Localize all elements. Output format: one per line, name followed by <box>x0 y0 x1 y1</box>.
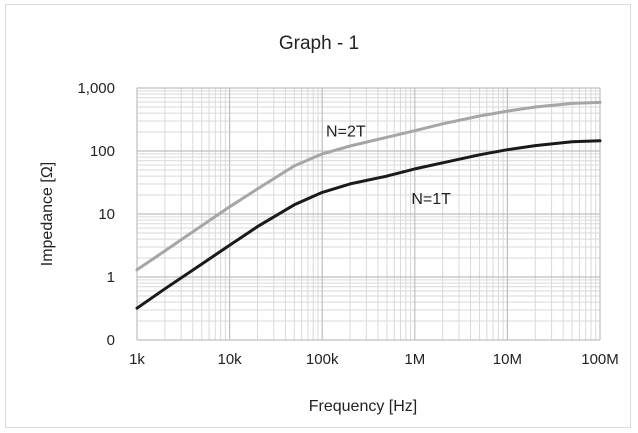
x-tick-labels: 1k 10k 100k 1M 10M 100M <box>129 351 619 368</box>
y-tick-label: 0 <box>107 332 115 349</box>
y-tick-label: 100 <box>90 143 115 160</box>
chart-title: Graph - 1 <box>279 33 359 54</box>
x-tick-label: 100k <box>306 351 339 368</box>
series-annotation: N=2T <box>326 124 366 141</box>
x-tick-label: 100M <box>581 351 619 368</box>
major-gridlines <box>136 87 601 341</box>
y-tick-label: 1,000 <box>77 80 115 97</box>
x-axis-label: Frequency [Hz] <box>309 398 417 415</box>
y-tick-labels: 0 1 10 100 1,000 <box>77 80 115 349</box>
y-axis-label: Impedance [Ω] <box>39 162 56 266</box>
x-tick-label: 10M <box>493 351 522 368</box>
x-tick-label: 10k <box>218 351 243 368</box>
x-tick-label: 1M <box>404 351 425 368</box>
x-tick-label: 1k <box>129 351 145 368</box>
series-layer <box>135 100 602 310</box>
series-annotation: N=1T <box>411 191 451 208</box>
annotations: N=2T N=1T <box>326 124 451 208</box>
series-line-2 <box>135 139 602 310</box>
y-tick-label: 1 <box>107 269 115 286</box>
y-tick-label: 10 <box>98 206 115 223</box>
series-line-1 <box>135 100 602 272</box>
